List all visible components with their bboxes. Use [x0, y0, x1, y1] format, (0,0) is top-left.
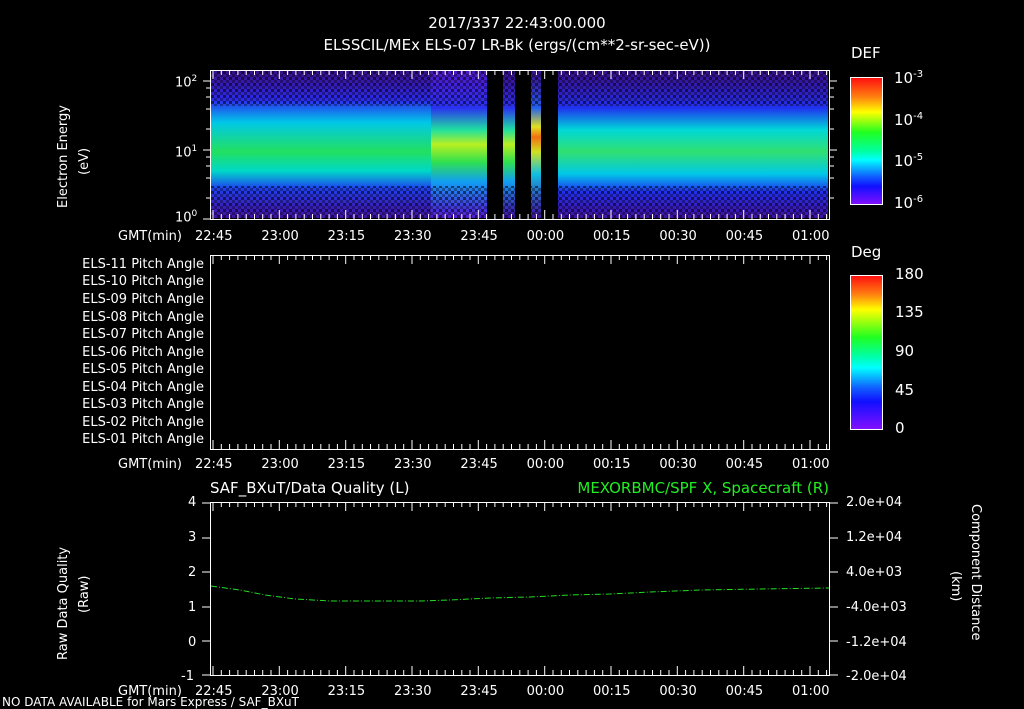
xtick: 22:45	[195, 457, 233, 472]
xtick: 23:15	[327, 684, 366, 699]
pitch-row-label: ELS-08 Pitch Angle	[82, 310, 204, 325]
pitch-row-label: ELS-11 Pitch Angle	[82, 257, 204, 272]
xtick: 00:30	[659, 684, 697, 699]
xtick: 00:45	[725, 457, 764, 472]
pitch-row-label: ELS-03 Pitch Angle	[82, 397, 204, 412]
spacecraft-x-line	[210, 585, 830, 602]
xtick: 22:45	[195, 229, 233, 244]
panel3-ytick-right: 1.2e+04	[846, 530, 903, 545]
pitch-row-label: ELS-06 Pitch Angle	[82, 345, 204, 360]
xtick: 00:15	[593, 684, 631, 699]
xtick: 01:00	[792, 229, 830, 244]
panel3-ytick-right: -4.0e+03	[846, 600, 907, 615]
panel3-ytick-left: 2	[188, 565, 197, 580]
xtick: 23:15	[327, 457, 366, 472]
colorbar2-title: Deg	[851, 243, 882, 261]
pitch-row-label: ELS-07 Pitch Angle	[82, 327, 204, 342]
panel3-ytick-right: -1.2e+04	[846, 635, 907, 650]
xtick: 23:45	[460, 229, 498, 244]
xtick: 00:30	[659, 457, 697, 472]
xtick: 01:00	[792, 684, 830, 699]
xtick: 01:00	[792, 457, 830, 472]
no-data-notice: NO DATA AVAILABLE for Mars Express / SAF…	[2, 695, 299, 709]
xtick: 23:15	[327, 229, 366, 244]
panel1-ytick-100: 102	[175, 74, 198, 91]
pitch-row-label: ELS-05 Pitch Angle	[82, 362, 204, 377]
xtick: 00:45	[725, 684, 764, 699]
xtick: 23:45	[460, 457, 498, 472]
colorbar2-tick: 90	[895, 342, 915, 360]
pitch-row-label: ELS-02 Pitch Angle	[82, 415, 204, 430]
panel1-xlabel: GMT(min)	[118, 229, 182, 244]
plot-title: ELSSCIL/MEx ELS-07 LR-Bk (ergs/(cm**2-sr…	[323, 36, 711, 54]
panel3-left-title: SAF_BXuT/Data Quality (L)	[210, 479, 410, 497]
xtick: 23:00	[261, 229, 299, 244]
plot-timestamp: 2017/337 22:43:00.000	[428, 14, 606, 32]
panel3-ytick-left: -1	[181, 669, 194, 684]
panel3-ytick-left: 1	[188, 600, 197, 615]
colorbar1-tick: 10-5	[894, 152, 924, 170]
xtick: 00:45	[725, 229, 764, 244]
colorbar-deg	[850, 275, 883, 430]
spectrogram-svg	[211, 71, 828, 218]
colorbar1-tick: 10-3	[894, 69, 924, 87]
panel3-ytick-left: 4	[188, 495, 197, 510]
xtick: 23:30	[394, 684, 432, 699]
xtick: 00:00	[526, 229, 565, 244]
panel1-ytick-1: 100	[175, 209, 198, 226]
xtick: 23:00	[261, 684, 299, 699]
panel3-right-title: MEXORBMC/SPF X, Spacecraft (R)	[577, 479, 829, 497]
pitch-row-label: ELS-04 Pitch Angle	[82, 380, 204, 395]
pitch-row-label: ELS-01 Pitch Angle	[82, 432, 204, 447]
xtick: 23:00	[261, 457, 299, 472]
spectrogram-image	[211, 71, 828, 218]
panel1-ytick-10: 101	[175, 144, 198, 161]
panel3-ytick-right: 2.0e+04	[846, 495, 903, 510]
pitch-row-label: ELS-10 Pitch Angle	[82, 274, 204, 289]
colorbar2-tick: 180	[895, 265, 924, 283]
colorbar1-title: DEF	[851, 44, 881, 62]
colorbar1-tick: 10-6	[894, 194, 924, 212]
panel3-ytick-right: 4.0e+03	[846, 565, 903, 580]
xtick: 23:45	[460, 684, 498, 699]
pitch-row-label: ELS-09 Pitch Angle	[82, 292, 204, 307]
colorbar2-tick: 45	[895, 381, 915, 399]
xtick: 22:45	[195, 684, 233, 699]
xtick: 00:00	[526, 684, 565, 699]
panel3-ytick-right: -2.0e+04	[846, 669, 907, 684]
panel3-ytick-left: 3	[188, 530, 197, 545]
colorbar1-tick: 10-4	[894, 111, 924, 129]
xtick: 00:15	[593, 457, 631, 472]
colorbar-def	[850, 77, 883, 205]
xtick: 23:30	[394, 457, 432, 472]
xtick: 00:00	[526, 457, 565, 472]
panel2-xlabel: GMT(min)	[118, 457, 182, 472]
xtick: 23:30	[394, 229, 432, 244]
colorbar2-tick: 0	[895, 419, 905, 437]
panel3-xlabel: GMT(min)	[118, 684, 182, 699]
panel3-ytick-left: 0	[188, 635, 197, 650]
colorbar2-tick: 135	[895, 303, 924, 321]
xtick: 00:30	[659, 229, 697, 244]
xtick: 00:15	[593, 229, 631, 244]
